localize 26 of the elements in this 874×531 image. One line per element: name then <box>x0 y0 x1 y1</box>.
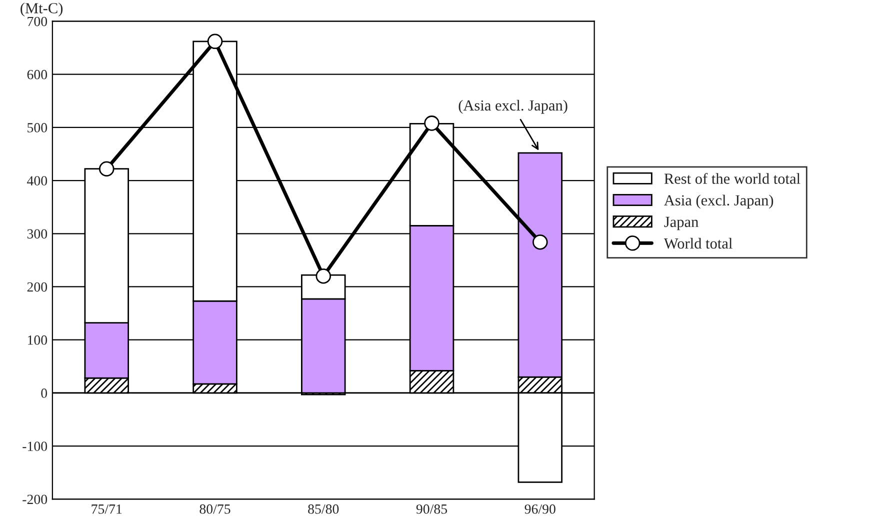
y-tick-label: 400 <box>27 176 48 186</box>
legend-label: Asia (excl. Japan) <box>664 194 774 209</box>
y-axis-title: (Mt-C) <box>20 2 63 16</box>
y-tick-label: -200 <box>22 494 48 504</box>
x-tick-label: 80/75 <box>200 504 230 514</box>
y-tick-label: 700 <box>28 16 48 26</box>
point <box>207 34 223 50</box>
y-tick-label: 300 <box>27 229 48 239</box>
x-tick-label: 75/71 <box>92 504 122 514</box>
y-tick-label: 0 <box>41 388 48 398</box>
legend-label: Rest of the world total <box>664 172 800 184</box>
x-tick-label: 90/85 <box>416 504 448 514</box>
legend-label: Japan <box>664 216 698 230</box>
point <box>532 234 548 250</box>
legend-label: World total <box>664 238 732 249</box>
point <box>424 116 440 131</box>
y-tick-label: 200 <box>27 282 48 292</box>
y-tick-label: 600 <box>27 70 48 80</box>
annotation: (Asia excl. Japan) <box>458 100 568 114</box>
point <box>98 161 114 176</box>
y-tick-label: -100 <box>22 442 48 451</box>
x-tick-label: 85/80 <box>308 504 339 514</box>
point <box>316 268 332 284</box>
x-tick-label: 96/90 <box>524 504 556 514</box>
y-tick-label: 100 <box>28 335 48 345</box>
y-tick-label: 500 <box>28 123 48 132</box>
